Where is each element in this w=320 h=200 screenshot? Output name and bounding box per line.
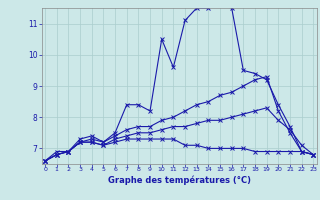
X-axis label: Graphe des températures (°C): Graphe des températures (°C) <box>108 175 251 185</box>
